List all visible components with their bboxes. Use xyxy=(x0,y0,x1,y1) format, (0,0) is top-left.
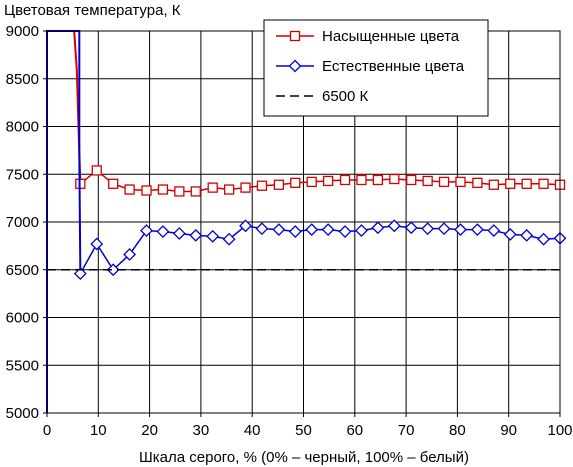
data-point-saturated xyxy=(472,177,483,188)
data-point-saturated xyxy=(157,184,169,195)
legend-marker-saturated xyxy=(289,30,301,42)
data-point-natural xyxy=(454,223,467,237)
x-tick-label: 100 xyxy=(547,422,572,439)
data-point-saturated xyxy=(108,178,119,189)
data-point-natural xyxy=(206,229,220,243)
data-point-natural xyxy=(321,223,335,237)
x-tick-label: 30 xyxy=(193,422,210,439)
x-tick-label: 70 xyxy=(398,422,415,439)
data-point-saturated xyxy=(256,180,268,191)
data-point-natural xyxy=(140,224,153,238)
x-tick-label: 40 xyxy=(244,422,261,439)
data-point-natural xyxy=(503,227,517,241)
y-tick-label: 6500 xyxy=(6,262,39,279)
data-point-natural xyxy=(387,219,401,233)
data-point-saturated xyxy=(174,186,185,197)
legend-label-reference-6500k: 6500 К xyxy=(322,88,369,105)
data-point-natural xyxy=(73,267,87,280)
y-tick-label: 7000 xyxy=(6,214,39,231)
legend: Насыщенные цвета Естественные цвета 6500 К xyxy=(263,19,489,117)
data-point-saturated xyxy=(91,165,102,176)
data-point-natural xyxy=(255,222,269,236)
data-point-natural xyxy=(123,248,137,261)
data-point-saturated xyxy=(356,174,367,186)
x-tick-label: 50 xyxy=(295,422,312,439)
data-point-natural xyxy=(520,228,534,242)
data-point-saturated xyxy=(455,176,466,188)
axes: 0 10 20 30 40 50 60 70 80 90 100 5000 5500 6000 6500 70… xyxy=(6,23,573,439)
data-point-saturated xyxy=(223,184,235,195)
data-point-saturated xyxy=(290,177,301,188)
data-point-saturated xyxy=(505,178,516,189)
data-point-saturated xyxy=(438,176,450,188)
data-point-natural xyxy=(172,227,186,240)
data-point-natural xyxy=(90,237,104,251)
x-tick-label: 60 xyxy=(346,422,363,439)
data-point-natural xyxy=(106,263,120,277)
data-point-natural xyxy=(222,232,236,246)
data-point-saturated xyxy=(521,178,532,189)
data-point-saturated xyxy=(306,176,317,188)
data-point-saturated xyxy=(538,178,549,189)
data-point-saturated xyxy=(322,175,334,187)
data-point-natural xyxy=(305,223,319,237)
legend-label-natural: Естественные цвета xyxy=(322,58,465,75)
y-tick-label: 9000 xyxy=(6,23,39,40)
chart-title: Цветовая температура, К xyxy=(4,2,181,19)
data-point-natural xyxy=(371,221,385,235)
data-point-natural xyxy=(355,224,368,238)
legend-marker-natural xyxy=(288,59,302,73)
series-natural xyxy=(46,30,567,413)
legend-label-saturated: Насыщенные цвета xyxy=(322,28,460,45)
data-point-saturated xyxy=(240,182,251,193)
data-point-natural xyxy=(437,222,451,236)
data-point-saturated xyxy=(422,175,433,187)
data-point-saturated xyxy=(389,173,400,185)
data-point-saturated xyxy=(339,174,351,186)
data-point-natural xyxy=(156,225,170,238)
data-point-natural xyxy=(404,221,418,235)
y-tick-label: 7500 xyxy=(6,166,39,183)
data-point-natural xyxy=(239,219,252,233)
x-tick-label: 20 xyxy=(141,422,158,439)
data-point-saturated xyxy=(488,179,499,190)
data-point-saturated xyxy=(273,179,285,190)
x-tick-label: 10 xyxy=(90,422,107,439)
x-axis-label: Шкала серого, % (0% – черный, 100% – бел… xyxy=(139,449,469,466)
x-tick-label: 80 xyxy=(449,422,466,439)
data-point-natural xyxy=(288,225,302,238)
data-point-saturated xyxy=(141,185,152,196)
data-point-natural xyxy=(487,224,501,238)
data-point-natural xyxy=(421,222,435,236)
y-tick-label: 8500 xyxy=(6,71,39,88)
data-point-saturated xyxy=(124,184,135,195)
y-tick-label: 5500 xyxy=(6,357,39,374)
data-point-natural xyxy=(338,225,352,238)
series-layer xyxy=(46,30,567,413)
data-point-saturated xyxy=(406,174,417,186)
data-point-natural xyxy=(272,223,286,237)
data-point-natural xyxy=(470,223,484,237)
x-tick-label: 90 xyxy=(500,422,517,439)
y-tick-label: 6000 xyxy=(6,310,39,327)
x-tick-label: 0 xyxy=(43,422,51,439)
data-point-saturated xyxy=(190,186,201,197)
y-tick-label: 5000 xyxy=(6,405,39,422)
data-point-natural xyxy=(537,232,551,246)
data-point-saturated xyxy=(207,182,218,193)
data-point-natural xyxy=(189,228,203,242)
data-point-saturated xyxy=(372,174,384,186)
y-tick-label: 8000 xyxy=(6,119,39,136)
